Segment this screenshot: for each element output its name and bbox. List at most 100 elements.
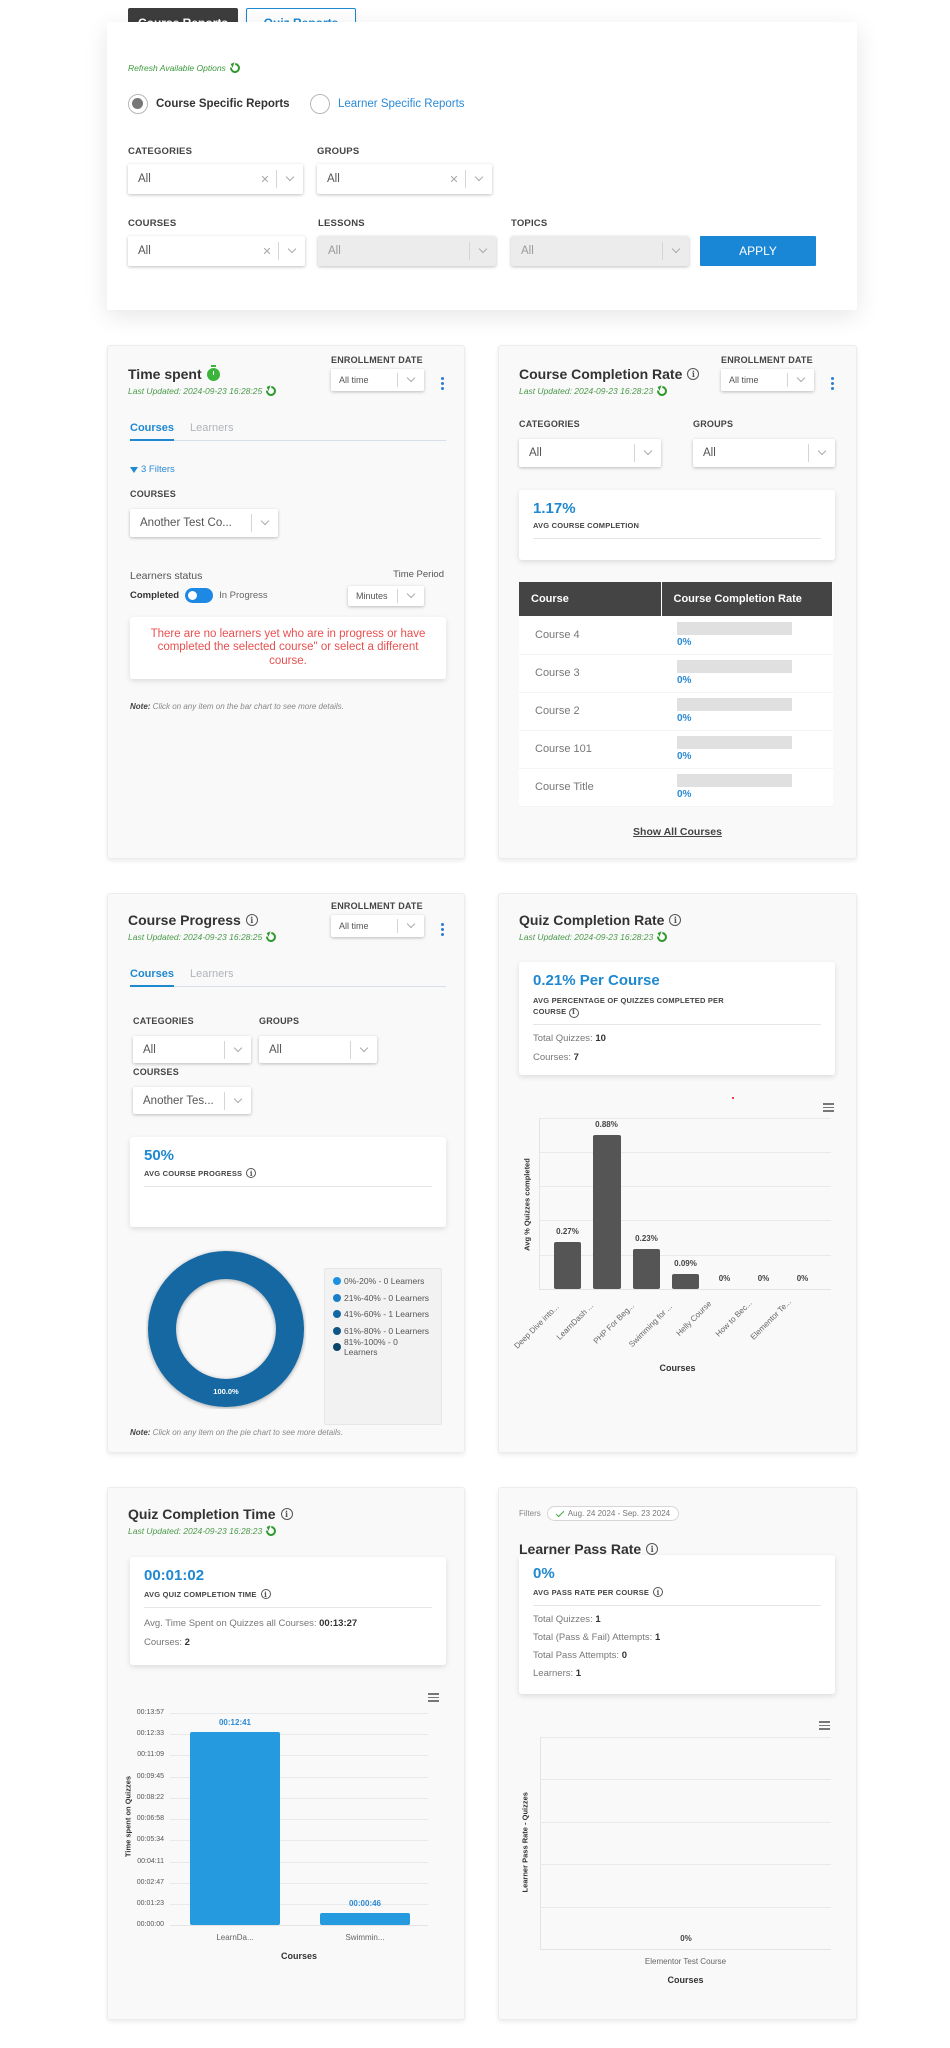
courses-select[interactable]: Another Test Co... xyxy=(130,509,278,537)
info-icon[interactable]: i xyxy=(260,1589,271,1599)
legend-item[interactable]: 21%-40% - 0 Learners xyxy=(333,1290,433,1307)
bar-swimming[interactable] xyxy=(320,1913,410,1925)
filters-toggle[interactable]: 3 Filters xyxy=(130,464,175,475)
courses-value: Another Tes... xyxy=(143,1094,214,1107)
radio-learner-specific[interactable]: Learner Specific Reports xyxy=(310,94,465,114)
categories-value: All xyxy=(529,447,542,459)
x-axis-title: Courses xyxy=(659,1363,696,1373)
legend-item[interactable]: 41%-60% - 1 Learners xyxy=(333,1306,433,1323)
filters-label: Filters xyxy=(519,1509,541,1518)
time-period-select[interactable]: Minutes xyxy=(348,586,424,606)
refresh-icon[interactable] xyxy=(264,383,279,399)
enrollment-date-select[interactable]: All time xyxy=(331,915,424,937)
categories-select[interactable]: All xyxy=(133,1036,251,1063)
groups-label: GROUPS xyxy=(693,419,734,429)
groups-select[interactable]: All ✕ xyxy=(317,164,492,194)
bar-learndash[interactable] xyxy=(190,1732,280,1925)
legend-item[interactable]: 81%-100% - 0 Learners xyxy=(333,1337,433,1357)
panel-title: Quiz Completion Rate xyxy=(519,912,665,928)
check-icon xyxy=(555,1508,565,1517)
enrollment-date-label: ENROLLMENT DATE xyxy=(331,355,423,365)
column-header-rate[interactable]: Course Completion Rate xyxy=(661,582,833,616)
info-icon[interactable]: i xyxy=(280,1508,293,1520)
chevron-down-icon[interactable] xyxy=(476,244,490,254)
subtab-learners[interactable]: Learners xyxy=(190,968,234,980)
info-icon[interactable]: i xyxy=(653,1587,664,1597)
subtab-courses[interactable]: Courses xyxy=(130,422,175,441)
chart-menu-icon[interactable] xyxy=(428,1693,439,1702)
apply-button[interactable]: APPLY xyxy=(700,236,816,266)
info-icon[interactable]: i xyxy=(568,1007,579,1018)
info-icon[interactable]: i xyxy=(646,1543,659,1555)
enrollment-date-select[interactable]: All time xyxy=(721,369,814,391)
bar-learndash[interactable] xyxy=(593,1135,621,1289)
lessons-select[interactable]: All xyxy=(318,236,496,266)
course-name: Course 2 xyxy=(519,692,661,731)
chevron-down-icon xyxy=(641,446,655,456)
courses-label: COURSES xyxy=(130,489,176,499)
last-updated: Last Updated: 2024-09-23 16:28:23 xyxy=(128,1526,263,1536)
categories-select[interactable]: All xyxy=(519,439,661,467)
date-range-chip[interactable]: Aug. 24 2024 - Sep. 23 2024 xyxy=(546,1506,680,1521)
legend-item[interactable]: 0%-20% - 0 Learners xyxy=(333,1273,433,1290)
chevron-down-icon[interactable] xyxy=(285,244,299,254)
categories-value: All xyxy=(143,1043,156,1056)
chart-menu-icon[interactable] xyxy=(823,1103,834,1112)
avg-quiz-time-label: AVG QUIZ COMPLETION TIME xyxy=(144,1589,257,1599)
enrollment-date-select[interactable]: All time xyxy=(331,369,424,391)
x-tick: Deep Dive into... xyxy=(512,1302,561,1351)
courses-value: All xyxy=(138,245,151,257)
clear-icon[interactable]: ✕ xyxy=(449,173,459,186)
pass-attempts-value: 0 xyxy=(621,1650,628,1661)
info-icon[interactable]: i xyxy=(687,368,700,380)
show-all-courses-link[interactable]: Show All Courses xyxy=(633,826,722,838)
toggle-in-progress-label: In Progress xyxy=(219,590,268,601)
more-options-icon[interactable] xyxy=(441,923,445,936)
info-icon[interactable]: i xyxy=(669,914,682,926)
chevron-down-icon xyxy=(357,1043,371,1052)
chart-menu-icon[interactable] xyxy=(819,1721,830,1730)
refresh-icon[interactable] xyxy=(655,383,670,399)
progress-donut-chart[interactable]: 100.0% xyxy=(146,1249,306,1409)
subtab-learners[interactable]: Learners xyxy=(190,422,234,434)
courses-select[interactable]: Another Tes... xyxy=(133,1087,251,1114)
filter-icon xyxy=(130,466,138,473)
chart-note: Note: Click on any item on the pie chart… xyxy=(130,1428,343,1437)
column-header-course[interactable]: Course xyxy=(519,582,662,616)
radio-course-specific[interactable]: Course Specific Reports xyxy=(128,94,290,114)
course-completion-panel: Course Completion Rate i Last Updated: 2… xyxy=(498,345,857,859)
chevron-down-icon[interactable] xyxy=(669,244,683,254)
clear-icon[interactable]: ✕ xyxy=(260,173,270,186)
x-axis-title: Courses xyxy=(667,1975,704,1985)
topics-select[interactable]: All xyxy=(511,236,689,266)
info-icon[interactable]: i xyxy=(245,914,258,926)
refresh-icon[interactable] xyxy=(264,1523,279,1539)
refresh-options-link[interactable]: Refresh Available Options xyxy=(128,60,242,76)
bar-php[interactable] xyxy=(633,1249,660,1289)
quiz-time-bar-chart: 00:12:41 00:00:46 xyxy=(170,1713,428,1926)
course-completion-table: Course Course Completion Rate Course 4 0%… xyxy=(519,582,833,807)
stopwatch-icon xyxy=(206,364,220,381)
date-range-value: Aug. 24 2024 - Sep. 23 2024 xyxy=(567,1509,671,1518)
clear-icon[interactable]: ✕ xyxy=(262,245,272,258)
donut-slice-label: 100.0% xyxy=(213,1387,239,1396)
bar-deep-dive[interactable] xyxy=(554,1242,581,1289)
info-icon[interactable]: i xyxy=(246,1168,257,1178)
subtab-courses[interactable]: Courses xyxy=(130,968,175,987)
courses-label: COURSES xyxy=(128,218,177,229)
categories-select[interactable]: All ✕ xyxy=(128,164,303,194)
courses-select[interactable]: All ✕ xyxy=(128,236,305,266)
refresh-icon[interactable] xyxy=(655,929,670,945)
chevron-down-icon[interactable] xyxy=(283,172,297,182)
groups-select[interactable]: All xyxy=(259,1036,377,1063)
chevron-down-icon[interactable] xyxy=(472,172,486,182)
chevron-down-icon xyxy=(231,1043,245,1052)
more-options-icon[interactable] xyxy=(441,377,445,390)
bar-swimming[interactable] xyxy=(672,1274,699,1289)
groups-select[interactable]: All xyxy=(693,439,835,467)
legend-item[interactable]: 61%-80% - 0 Learners xyxy=(333,1323,433,1340)
more-options-icon[interactable] xyxy=(831,377,835,390)
time-period-label: Time Period xyxy=(393,569,444,580)
refresh-icon[interactable] xyxy=(264,929,279,945)
status-toggle[interactable] xyxy=(185,588,214,603)
